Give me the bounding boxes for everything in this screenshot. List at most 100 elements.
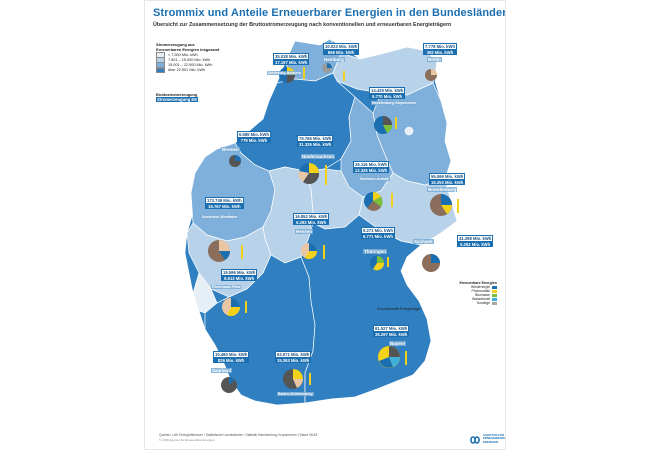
pie-niedersachsen <box>298 163 320 185</box>
state-label-nrw: Nordrhein-Westfalen <box>201 215 239 219</box>
legend-label: 15.001 – 22.500 Mio. kWh <box>168 63 213 68</box>
state-label-hessen: Hessen <box>295 229 314 234</box>
total-value: 55.069 Mio. kWh <box>429 173 466 180</box>
legend-heading-2: Erneuerbaren Energien insgesamt <box>156 46 220 52</box>
ee-value: 9.770 Mio. kWh <box>369 94 406 99</box>
copyright-line: © 2018 Agentur für Erneuerbare Energien <box>159 438 215 442</box>
total-value: 10.480 Mio. kWh <box>213 351 250 358</box>
legend-label: 7.501 – 15.000 Mio. kWh <box>168 57 211 62</box>
legend-row: 15.001 – 22.500 Mio. kWh <box>156 62 228 68</box>
box-baden-wuerttemberg: 62.071 Mio. kWh 15.263 Mio. kWh <box>275 351 312 363</box>
source-line: Quellen: LAK Energiebilanzen / Statistis… <box>159 433 318 437</box>
state-label-sachsen-anhalt: Sachsen-Anhalt <box>359 177 390 181</box>
state-label-bremen: Bremen <box>221 147 240 152</box>
total-value: 79.766 Mio. kWh <box>297 135 334 142</box>
pie-nrw <box>208 240 230 262</box>
key-label: Biomasse <box>475 293 490 297</box>
total-value: 26.116 Mio. kWh <box>353 161 390 168</box>
box-sachsen: 41.298 Mio. kWh 5.262 Mio. kWh <box>457 235 494 247</box>
key-row: Windenergie <box>471 285 497 289</box>
state-label-schleswig-holstein: Schleswig-Holstein <box>267 71 302 75</box>
ee-value: 5.262 Mio. kWh <box>457 242 494 247</box>
infinity-logo-icon <box>470 436 480 444</box>
legend-swatch <box>156 67 165 74</box>
state-label-bayern: Bayern <box>389 341 407 346</box>
box-bayern: 81.527 Mio. kWh 35.297 Mio. kWh <box>373 325 410 337</box>
ee-value: 12.326 Mio. kWh <box>353 168 390 173</box>
legend-ee-total: Stromerzeugung aus Erneuerbaren Energien… <box>156 42 228 74</box>
total-value: 19.596 Mio. kWh <box>221 269 258 276</box>
legend-swatch <box>156 62 165 68</box>
key-row: Biomasse <box>475 293 497 297</box>
state-label-niedersachsen: Niedersachsen <box>301 154 336 159</box>
ee-value: 866 Mio. kWh <box>323 50 360 55</box>
region-berlin <box>404 126 414 136</box>
key-swatch <box>492 297 497 301</box>
box-nrw: 173.749 Mio. kWh 16.767 Mio. kWh <box>205 197 244 209</box>
legend-row: < 7.500 Mio. kWh <box>156 51 228 58</box>
box-brandenburg: 55.069 Mio. kWh 15.253 Mio. kWh <box>429 173 466 185</box>
box-rheinland-pfalz: 19.596 Mio. kWh 8.913 Mio. kWh <box>221 269 258 281</box>
total-value: 14.429 Mio. kWh <box>369 87 406 94</box>
ee-value: 17.197 Mio. kWh <box>273 60 310 65</box>
pie-baden-wuerttemberg <box>283 369 303 389</box>
logo-text: AGENTUR FÜR ERNEUERBARE ENERGIEN <box>483 433 506 444</box>
box-thueringen: 9.271 Mio. kWh 5.771 Mio. kWh <box>361 227 396 239</box>
box-saarland: 10.480 Mio. kWh 826 Mio. kWh <box>213 351 250 363</box>
box-bremen: 6.685 Mio. kWh 779 Mio. kWh <box>237 131 272 143</box>
energy-key: Erneuerbare Energien Windenergie Photovo… <box>377 281 497 311</box>
pie-bremen <box>229 155 241 167</box>
state-label-rheinland-pfalz: Rheinland-Pfalz <box>211 285 242 289</box>
state-label-brandenburg: Brandenburg <box>427 187 458 192</box>
ee-value: 6.283 Mio. kWh <box>293 220 330 225</box>
brutto-heading: Bruttostromerzeugung <box>156 93 198 97</box>
state-label-thueringen: Thüringen <box>363 249 387 254</box>
state-label-mecklenburg: Mecklenburg-Vorpommern <box>371 101 418 105</box>
legend-swatch <box>156 57 165 63</box>
ee-value: 31.326 Mio. kWh <box>297 142 334 147</box>
ee-value: 15.263 Mio. kWh <box>275 358 312 363</box>
ee-value: 5.771 Mio. kWh <box>361 234 396 239</box>
legend-brutto: Bruttostromerzeugung Stromerzeugung EE <box>156 93 199 102</box>
region-niedersachsen <box>234 72 356 172</box>
aee-logo: AGENTUR FÜR ERNEUERBARE ENERGIEN <box>467 433 506 447</box>
pie-bayern <box>378 346 400 368</box>
pie-mecklenburg <box>374 116 392 134</box>
pie-hamburg <box>322 63 332 73</box>
total-value: 10.023 Mio. kWh <box>323 43 360 50</box>
state-label-saarland: Saarland <box>211 368 233 373</box>
box-hamburg: 10.023 Mio. kWh 866 Mio. kWh <box>323 43 360 55</box>
key-swatch <box>492 301 497 305</box>
pie-schleswig-holstein <box>279 67 295 83</box>
pie-brandenburg <box>430 194 452 216</box>
pie-berlin <box>425 69 437 81</box>
ee-value: 35.297 Mio. kWh <box>373 332 410 337</box>
legend-label: über 22.501 Mio. kWh <box>168 68 206 73</box>
total-value: 62.071 Mio. kWh <box>275 351 312 358</box>
total-value: 173.749 Mio. kWh <box>205 197 244 204</box>
total-value: 6.685 Mio. kWh <box>237 131 272 138</box>
key-swatch <box>492 289 497 293</box>
state-label-berlin: Berlin <box>427 57 442 62</box>
key-swatch <box>492 285 497 289</box>
key-row: Wasserkraft <box>472 297 497 301</box>
ee-value: 826 Mio. kWh <box>213 358 250 363</box>
box-mecklenburg: 14.429 Mio. kWh 9.770 Mio. kWh <box>369 87 406 99</box>
pie-hessen <box>301 243 318 260</box>
box-berlin: 7.778 Mio. kWh 352 Mio. kWh <box>423 43 458 55</box>
box-hessen: 16.852 Mio. kWh 6.283 Mio. kWh <box>293 213 330 225</box>
legend-row: 7.501 – 15.000 Mio. kWh <box>156 57 228 63</box>
key-row: Photovoltaik <box>472 289 497 293</box>
infographic-poster: Strommix und Anteile Erneuerbarer Energi… <box>144 0 506 450</box>
total-value: 41.298 Mio. kWh <box>457 235 494 242</box>
ee-value: 15.253 Mio. kWh <box>429 180 466 185</box>
pie-sachsen <box>422 254 440 272</box>
ee-value: 352 Mio. kWh <box>423 50 458 55</box>
key-label: Windenergie <box>470 285 490 289</box>
box-sachsen-anhalt: 26.116 Mio. kWh 12.326 Mio. kWh <box>353 161 390 173</box>
key-label: Wasserkraft <box>472 297 490 301</box>
page-subtitle: Übersicht zur Zusammensetzung der Brutto… <box>153 22 452 28</box>
state-label-hamburg: Hamburg <box>323 57 345 62</box>
box-niedersachsen: 79.766 Mio. kWh 31.326 Mio. kWh <box>297 135 334 147</box>
ee-value: 779 Mio. kWh <box>237 138 272 143</box>
